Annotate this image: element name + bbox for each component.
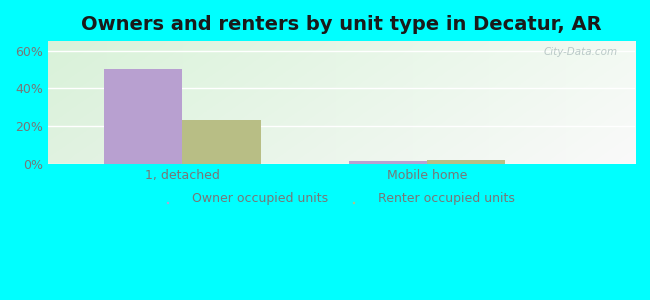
Text: City-Data.com: City-Data.com — [543, 47, 618, 57]
Bar — [427, 160, 505, 164]
Title: Owners and renters by unit type in Decatur, AR: Owners and renters by unit type in Decat… — [81, 15, 602, 34]
Bar — [182, 120, 261, 164]
Bar — [104, 69, 182, 164]
Bar — [348, 161, 427, 164]
Legend: Owner occupied units, Renter occupied units: Owner occupied units, Renter occupied un… — [162, 187, 521, 210]
